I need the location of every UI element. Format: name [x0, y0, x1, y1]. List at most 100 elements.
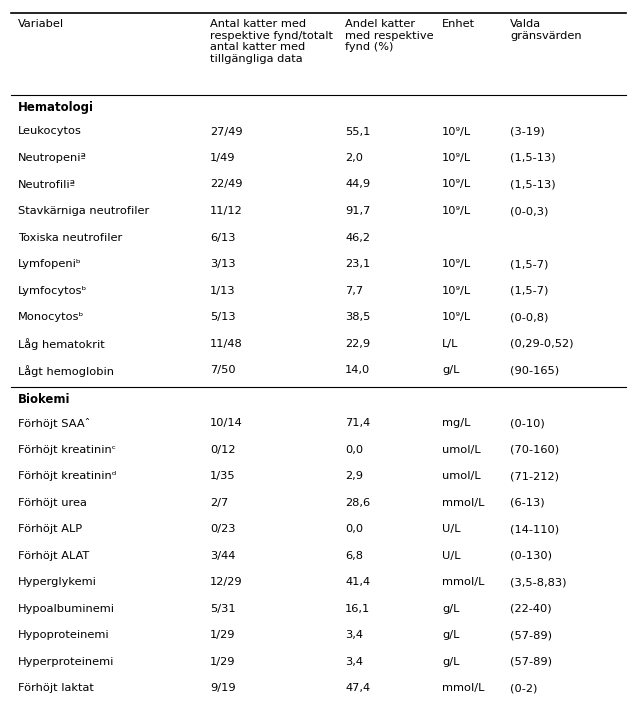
Text: Hyperglykemi: Hyperglykemi: [18, 577, 97, 587]
Text: (0-130): (0-130): [510, 551, 552, 561]
Text: (0-0,8): (0-0,8): [510, 312, 548, 322]
Text: mmol/L: mmol/L: [442, 498, 484, 508]
Text: (0-10): (0-10): [510, 418, 545, 428]
Text: 11/12: 11/12: [210, 206, 243, 216]
Text: 23,1: 23,1: [345, 259, 370, 269]
Text: Lymfopeniᵇ: Lymfopeniᵇ: [18, 259, 82, 269]
Text: 0,0: 0,0: [345, 524, 363, 534]
Text: 0/12: 0/12: [210, 444, 236, 455]
Text: U/L: U/L: [442, 551, 461, 561]
Text: (1,5-13): (1,5-13): [510, 153, 555, 163]
Text: umol/L: umol/L: [442, 471, 481, 481]
Text: 3,4: 3,4: [345, 630, 363, 640]
Text: Andel katter
med respektive
fynd (%): Andel katter med respektive fynd (%): [345, 19, 434, 52]
Text: Variabel: Variabel: [18, 19, 64, 29]
Text: 10⁹/L: 10⁹/L: [442, 206, 471, 216]
Text: 9/19: 9/19: [210, 683, 236, 693]
Text: 16,1: 16,1: [345, 604, 370, 614]
Text: 3,4: 3,4: [345, 657, 363, 667]
Text: Stavkärniga neutrofiler: Stavkärniga neutrofiler: [18, 206, 149, 216]
Text: mg/L: mg/L: [442, 418, 470, 428]
Text: Hyperproteinemi: Hyperproteinemi: [18, 657, 115, 667]
Text: 2,9: 2,9: [345, 471, 363, 481]
Text: (90-165): (90-165): [510, 365, 559, 375]
Text: (3-19): (3-19): [510, 126, 545, 137]
Text: Lymfocytosᵇ: Lymfocytosᵇ: [18, 285, 87, 296]
Text: (1,5-13): (1,5-13): [510, 179, 555, 189]
Text: 10⁹/L: 10⁹/L: [442, 179, 471, 189]
Text: 38,5: 38,5: [345, 312, 370, 322]
Text: 22/49: 22/49: [210, 179, 243, 189]
Text: 1/29: 1/29: [210, 657, 236, 667]
Text: 6,8: 6,8: [345, 551, 363, 561]
Text: 2/7: 2/7: [210, 498, 228, 508]
Text: 7/50: 7/50: [210, 365, 236, 375]
Text: 14,0: 14,0: [345, 365, 370, 375]
Text: Hematologi: Hematologi: [18, 101, 94, 114]
Text: 10⁹/L: 10⁹/L: [442, 126, 471, 137]
Text: 10⁹/L: 10⁹/L: [442, 285, 471, 296]
Text: (1,5-7): (1,5-7): [510, 259, 548, 269]
Text: 1/49: 1/49: [210, 153, 236, 163]
Text: 10/14: 10/14: [210, 418, 243, 428]
Text: g/L: g/L: [442, 365, 459, 375]
Text: 1/13: 1/13: [210, 285, 236, 296]
Text: 47,4: 47,4: [345, 683, 370, 693]
Text: 2,0: 2,0: [345, 153, 363, 163]
Text: 7,7: 7,7: [345, 285, 363, 296]
Text: 10⁹/L: 10⁹/L: [442, 259, 471, 269]
Text: 46,2: 46,2: [345, 233, 370, 243]
Text: Förhöjt kreatininᵈ: Förhöjt kreatininᵈ: [18, 471, 117, 481]
Text: 28,6: 28,6: [345, 498, 370, 508]
Text: Hypoproteinemi: Hypoproteinemi: [18, 630, 110, 640]
Text: Förhöjt ALP: Förhöjt ALP: [18, 524, 82, 534]
Text: 3/44: 3/44: [210, 551, 236, 561]
Text: Valda
gränsvärden: Valda gränsvärden: [510, 19, 582, 41]
Text: 1/29: 1/29: [210, 630, 236, 640]
Text: 3/13: 3/13: [210, 259, 236, 269]
Text: (1,5-7): (1,5-7): [510, 285, 548, 296]
Text: 44,9: 44,9: [345, 179, 370, 189]
Text: 0,0: 0,0: [345, 444, 363, 455]
Text: 91,7: 91,7: [345, 206, 370, 216]
Text: umol/L: umol/L: [442, 444, 481, 455]
Text: (57-89): (57-89): [510, 657, 552, 667]
Text: g/L: g/L: [442, 604, 459, 614]
Text: Enhet: Enhet: [442, 19, 475, 29]
Text: 0/23: 0/23: [210, 524, 236, 534]
Text: Förhöjt laktat: Förhöjt laktat: [18, 683, 94, 693]
Text: (57-89): (57-89): [510, 630, 552, 640]
Text: 55,1: 55,1: [345, 126, 370, 137]
Text: (71-212): (71-212): [510, 471, 559, 481]
Text: (0,29-0,52): (0,29-0,52): [510, 339, 573, 348]
Text: 5/13: 5/13: [210, 312, 236, 322]
Text: g/L: g/L: [442, 630, 459, 640]
Text: Monocytosᵇ: Monocytosᵇ: [18, 312, 84, 322]
Text: Hypoalbuminemi: Hypoalbuminemi: [18, 604, 115, 614]
Text: Biokemi: Biokemi: [18, 393, 71, 406]
Text: 10⁹/L: 10⁹/L: [442, 312, 471, 322]
Text: mmol/L: mmol/L: [442, 577, 484, 587]
Text: L/L: L/L: [442, 339, 459, 348]
Text: Neutrofiliª: Neutrofiliª: [18, 179, 76, 189]
Text: Förhöjt SAAˆ: Förhöjt SAAˆ: [18, 418, 90, 429]
Text: 27/49: 27/49: [210, 126, 243, 137]
Text: (22-40): (22-40): [510, 604, 552, 614]
Text: (70-160): (70-160): [510, 444, 559, 455]
Text: Lågt hemoglobin: Lågt hemoglobin: [18, 365, 114, 377]
Text: Neutropeniª: Neutropeniª: [18, 153, 87, 163]
Text: Toxiska neutrofiler: Toxiska neutrofiler: [18, 233, 122, 243]
Text: 71,4: 71,4: [345, 418, 370, 428]
Text: 11/48: 11/48: [210, 339, 243, 348]
Text: Förhöjt kreatininᶜ: Förhöjt kreatininᶜ: [18, 444, 116, 455]
Text: Låg hematokrit: Låg hematokrit: [18, 339, 104, 350]
Text: 1/35: 1/35: [210, 471, 236, 481]
Text: (0-2): (0-2): [510, 683, 538, 693]
Text: Förhöjt ALAT: Förhöjt ALAT: [18, 551, 89, 561]
Text: mmol/L: mmol/L: [442, 683, 484, 693]
Text: Leukocytos: Leukocytos: [18, 126, 82, 137]
Text: Antal katter med
respektive fynd/totalt
antal katter med
tillgängliga data: Antal katter med respektive fynd/totalt …: [210, 19, 333, 64]
Text: 10⁹/L: 10⁹/L: [442, 153, 471, 163]
Text: Förhöjt urea: Förhöjt urea: [18, 498, 87, 508]
Text: (14-110): (14-110): [510, 524, 559, 534]
